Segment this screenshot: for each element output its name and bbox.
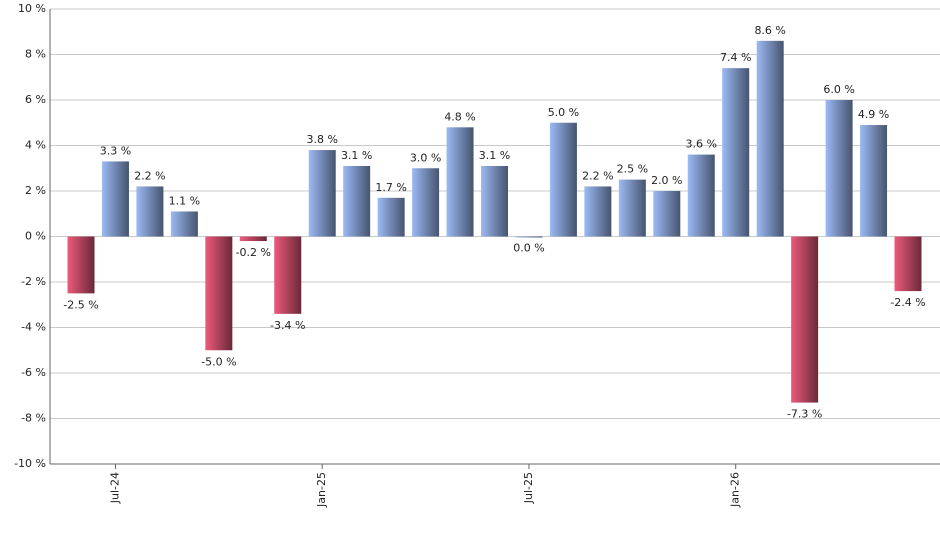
bar (412, 168, 440, 237)
bar (618, 179, 646, 237)
bar (308, 150, 336, 237)
value-label: -5.0 % (201, 355, 236, 368)
value-label: 1.1 % (169, 194, 200, 207)
bar (239, 236, 267, 242)
value-label: 1.7 % (375, 181, 406, 194)
bar (825, 100, 853, 237)
value-label: 2.2 % (134, 169, 165, 182)
value-label: -7.3 % (787, 408, 822, 421)
bar (653, 191, 681, 237)
y-tick-label: 10 % (18, 2, 46, 15)
value-label: 2.5 % (617, 163, 648, 176)
value-label: 3.1 % (341, 149, 372, 162)
value-label: 3.3 % (100, 144, 131, 157)
value-label: 6.0 % (823, 83, 854, 96)
bar (136, 186, 164, 237)
y-tick-label: -4 % (21, 321, 46, 334)
bar (170, 211, 198, 237)
value-label: 8.6 % (754, 24, 785, 37)
value-label: 0.0 % (513, 242, 544, 255)
value-label: 2.2 % (582, 169, 613, 182)
x-tick-label: Jul-24 (108, 472, 121, 504)
y-tick-label: 8 % (25, 48, 46, 61)
bar (515, 236, 543, 238)
bar (791, 236, 819, 403)
y-tick-label: 2 % (25, 184, 46, 197)
y-tick-label: -10 % (14, 457, 46, 470)
y-tick-label: 4 % (25, 139, 46, 152)
value-label: -3.4 % (270, 319, 305, 332)
value-label: 3.8 % (306, 133, 337, 146)
bar (205, 236, 233, 351)
bar (722, 68, 750, 237)
y-tick-label: -2 % (21, 275, 46, 288)
value-label: -2.4 % (890, 296, 925, 309)
y-tick-label: 0 % (25, 230, 46, 243)
x-tick-label: Jan-26 (729, 472, 742, 508)
bar (584, 186, 612, 237)
bar (756, 40, 784, 237)
y-tick-label: -6 % (21, 366, 46, 379)
bar (481, 165, 508, 237)
x-tick-label: Jul-25 (522, 472, 535, 504)
value-label: -0.2 % (236, 246, 271, 259)
bar (67, 236, 95, 294)
value-label: 3.6 % (686, 138, 717, 151)
value-label: 7.4 % (720, 51, 751, 64)
bar (377, 197, 405, 237)
bar (860, 125, 888, 237)
bar (343, 165, 371, 237)
bar (274, 236, 302, 314)
bar (687, 154, 715, 237)
value-label: 4.8 % (444, 110, 475, 123)
bar (549, 122, 577, 237)
value-label: 3.0 % (410, 151, 441, 164)
value-label: 2.0 % (651, 174, 682, 187)
value-label: -2.5 % (63, 298, 98, 311)
bar (446, 127, 474, 237)
x-tick-label: Jan-25 (315, 472, 328, 508)
value-label: 4.9 % (858, 108, 889, 121)
value-label: 3.1 % (479, 149, 510, 162)
y-tick-label: 6 % (25, 93, 46, 106)
bar (101, 161, 129, 237)
bar (894, 236, 922, 292)
y-tick-label: -8 % (21, 412, 46, 425)
value-label: 5.0 % (548, 106, 579, 119)
